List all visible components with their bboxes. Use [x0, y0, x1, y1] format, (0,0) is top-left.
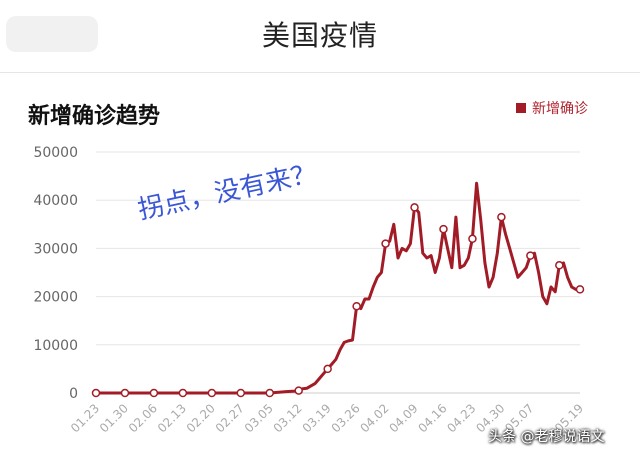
data-point — [381, 239, 390, 248]
data-point — [439, 224, 448, 234]
data-point — [410, 203, 419, 212]
page-title: 美国疫情 — [261, 19, 378, 52]
blurred-header-element — [6, 16, 98, 52]
x-tick-label: 03.19 — [300, 401, 334, 435]
series-line-new-cases — [94, 181, 582, 395]
data-point — [497, 212, 506, 222]
data-point — [323, 364, 332, 374]
data-point — [120, 388, 130, 398]
data-point — [575, 285, 585, 294]
chart-legend[interactable]: 新增确诊 — [516, 98, 588, 118]
data-point — [555, 261, 564, 270]
x-tick-label: 04.02 — [357, 401, 391, 435]
data-point — [468, 234, 477, 244]
x-tick-label: 02.27 — [213, 401, 247, 435]
y-tick-label: 0 — [69, 386, 78, 402]
legend-label: 新增确诊 — [532, 101, 588, 117]
x-tick-label: 04.09 — [386, 401, 420, 435]
data-point — [91, 388, 101, 398]
x-tick-label: 01.30 — [97, 401, 131, 435]
x-tick-label: 02.06 — [126, 401, 160, 435]
y-tick-label: 40000 — [33, 193, 78, 209]
x-tick-label: 03.05 — [242, 401, 276, 435]
y-tick-label: 20000 — [33, 290, 78, 306]
data-point — [149, 388, 159, 398]
data-point — [526, 251, 535, 260]
x-tick-label: 04.23 — [444, 401, 478, 435]
x-tick-label: 01.23 — [68, 401, 102, 435]
x-tick-label: 04.16 — [415, 401, 449, 435]
y-tick-label: 10000 — [33, 338, 78, 354]
y-tick-label: 50000 — [33, 145, 78, 161]
data-point — [207, 388, 217, 398]
page-header: 美国疫情 — [0, 0, 640, 73]
x-tick-label: 03.26 — [329, 401, 363, 435]
y-tick-label: 30000 — [33, 241, 78, 257]
data-point — [265, 388, 274, 398]
data-point — [294, 386, 303, 395]
data-point — [178, 388, 188, 398]
legend-swatch-icon — [516, 103, 526, 113]
x-tick-label: 02.13 — [155, 401, 189, 435]
x-tick-label: 02.20 — [184, 401, 218, 435]
x-tick-label: 03.12 — [271, 401, 305, 435]
watermark: 头条 @老穆说语文 — [488, 429, 605, 445]
data-point — [352, 301, 361, 311]
chart-title: 新增确诊趋势 — [28, 104, 161, 129]
data-point — [236, 388, 246, 398]
